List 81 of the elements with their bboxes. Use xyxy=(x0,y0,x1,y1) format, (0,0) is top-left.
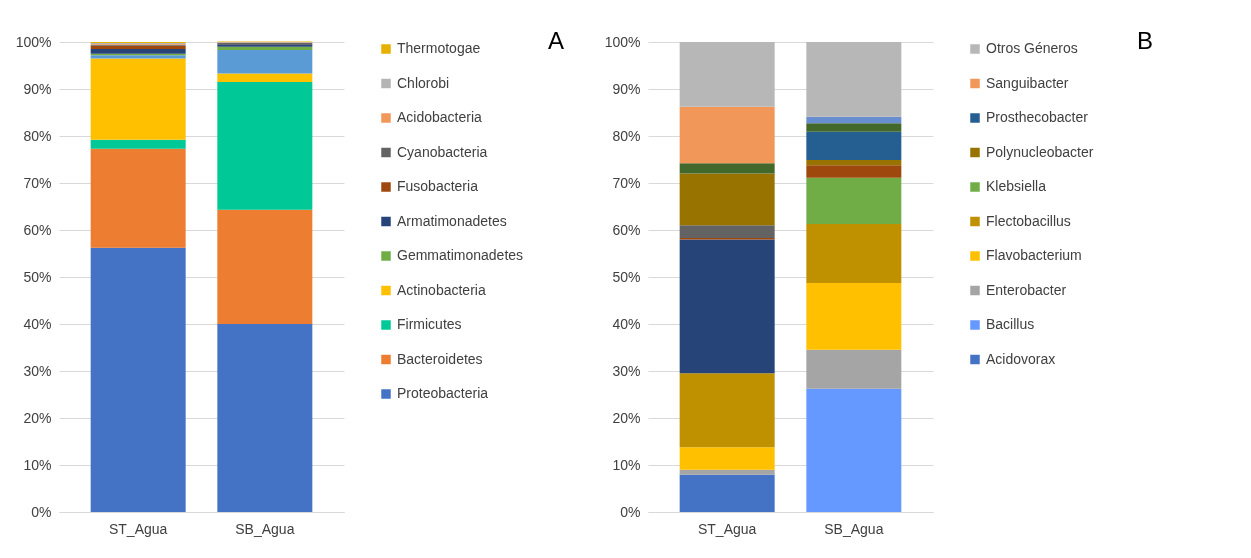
bar xyxy=(90,247,186,512)
legend-label: Cyanobacteria xyxy=(397,143,488,160)
legend-label: Proteobacteria xyxy=(397,385,489,401)
y-tick-label: 80% xyxy=(23,127,52,144)
bar xyxy=(90,58,186,140)
bar xyxy=(679,163,775,174)
bar xyxy=(679,474,775,512)
bar xyxy=(679,373,775,448)
bar xyxy=(217,81,313,210)
bar xyxy=(90,139,186,149)
legend-label: Klebsiella xyxy=(986,178,1047,194)
x-tick-label: ST_Agua xyxy=(108,520,168,537)
bar xyxy=(679,106,775,164)
y-tick-label: 0% xyxy=(31,503,52,520)
legend-label: Actinobacteria xyxy=(397,281,486,298)
bar xyxy=(679,239,775,374)
bar xyxy=(90,148,186,248)
x-tick-label: ST_Agua xyxy=(697,520,757,537)
bar xyxy=(806,159,902,166)
bar xyxy=(90,49,186,54)
text: B xyxy=(1136,27,1153,54)
y-tick-label: 30% xyxy=(23,362,52,379)
legend-label: Sanguibacter xyxy=(986,74,1069,91)
y-tick-label: 100% xyxy=(604,33,641,50)
y-tick-label: 90% xyxy=(612,80,641,97)
bar xyxy=(217,209,313,324)
legend-label: Gemmatimonadetes xyxy=(397,247,524,263)
y-tick-label: 50% xyxy=(23,268,52,285)
bar xyxy=(806,388,902,512)
bar xyxy=(679,225,775,238)
legend-label: Polynucleobacter xyxy=(986,143,1094,160)
y-tick-label: 60% xyxy=(23,221,52,238)
y-tick-label: 20% xyxy=(23,409,52,426)
y-tick-label: 100% xyxy=(15,33,52,50)
y-tick-label: 70% xyxy=(23,174,52,191)
bar xyxy=(806,349,902,389)
bar xyxy=(806,131,902,160)
x-tick-label: SB_Agua xyxy=(824,520,884,537)
legend-label: Firmicutes xyxy=(397,316,462,332)
bar xyxy=(679,447,775,470)
y-tick-label: 50% xyxy=(612,268,641,285)
bar xyxy=(806,165,902,178)
legend-label: Thermotogae xyxy=(397,40,481,56)
y-tick-label: 40% xyxy=(612,315,641,332)
bar xyxy=(806,177,902,224)
legend-label: Acidovorax xyxy=(986,350,1056,367)
bar xyxy=(806,42,902,117)
legend-label: Flavobacterium xyxy=(986,247,1082,263)
bar xyxy=(217,73,313,82)
y-tick-label: 70% xyxy=(612,174,641,191)
y-tick-label: 20% xyxy=(612,409,641,426)
text: A xyxy=(547,27,564,54)
y-tick-label: 40% xyxy=(23,315,52,332)
bar xyxy=(217,324,313,512)
legend-label: Enterobacter xyxy=(986,281,1067,298)
bar xyxy=(679,173,775,226)
legend-label: Chlorobi xyxy=(397,74,450,91)
bar xyxy=(217,49,313,74)
bar xyxy=(806,116,902,124)
bar xyxy=(679,42,775,107)
y-tick-label: 10% xyxy=(23,456,52,473)
bar xyxy=(90,45,186,50)
y-tick-label: 90% xyxy=(23,80,52,97)
legend-label: Otros Géneros xyxy=(986,40,1078,56)
legend-label: Flectobacillus xyxy=(986,212,1071,229)
legend-label: Bacteroidetes xyxy=(397,350,483,367)
bar xyxy=(679,469,775,475)
x-tick-label: SB_Agua xyxy=(235,520,295,537)
legend-label: Fusobacteria xyxy=(397,178,479,194)
y-tick-label: 30% xyxy=(612,362,641,379)
bar xyxy=(806,123,902,132)
legend-label: Prosthecobacter xyxy=(986,109,1089,125)
bar xyxy=(806,283,902,350)
legend-label: Bacillus xyxy=(986,316,1035,332)
y-tick-label: 60% xyxy=(612,221,641,238)
legend-label: Acidobacteria xyxy=(397,109,483,125)
bar xyxy=(806,223,902,284)
y-tick-label: 10% xyxy=(612,456,641,473)
y-tick-label: 80% xyxy=(612,127,641,144)
y-tick-label: 0% xyxy=(620,503,641,520)
legend-label: Armatimonadetes xyxy=(397,212,507,229)
